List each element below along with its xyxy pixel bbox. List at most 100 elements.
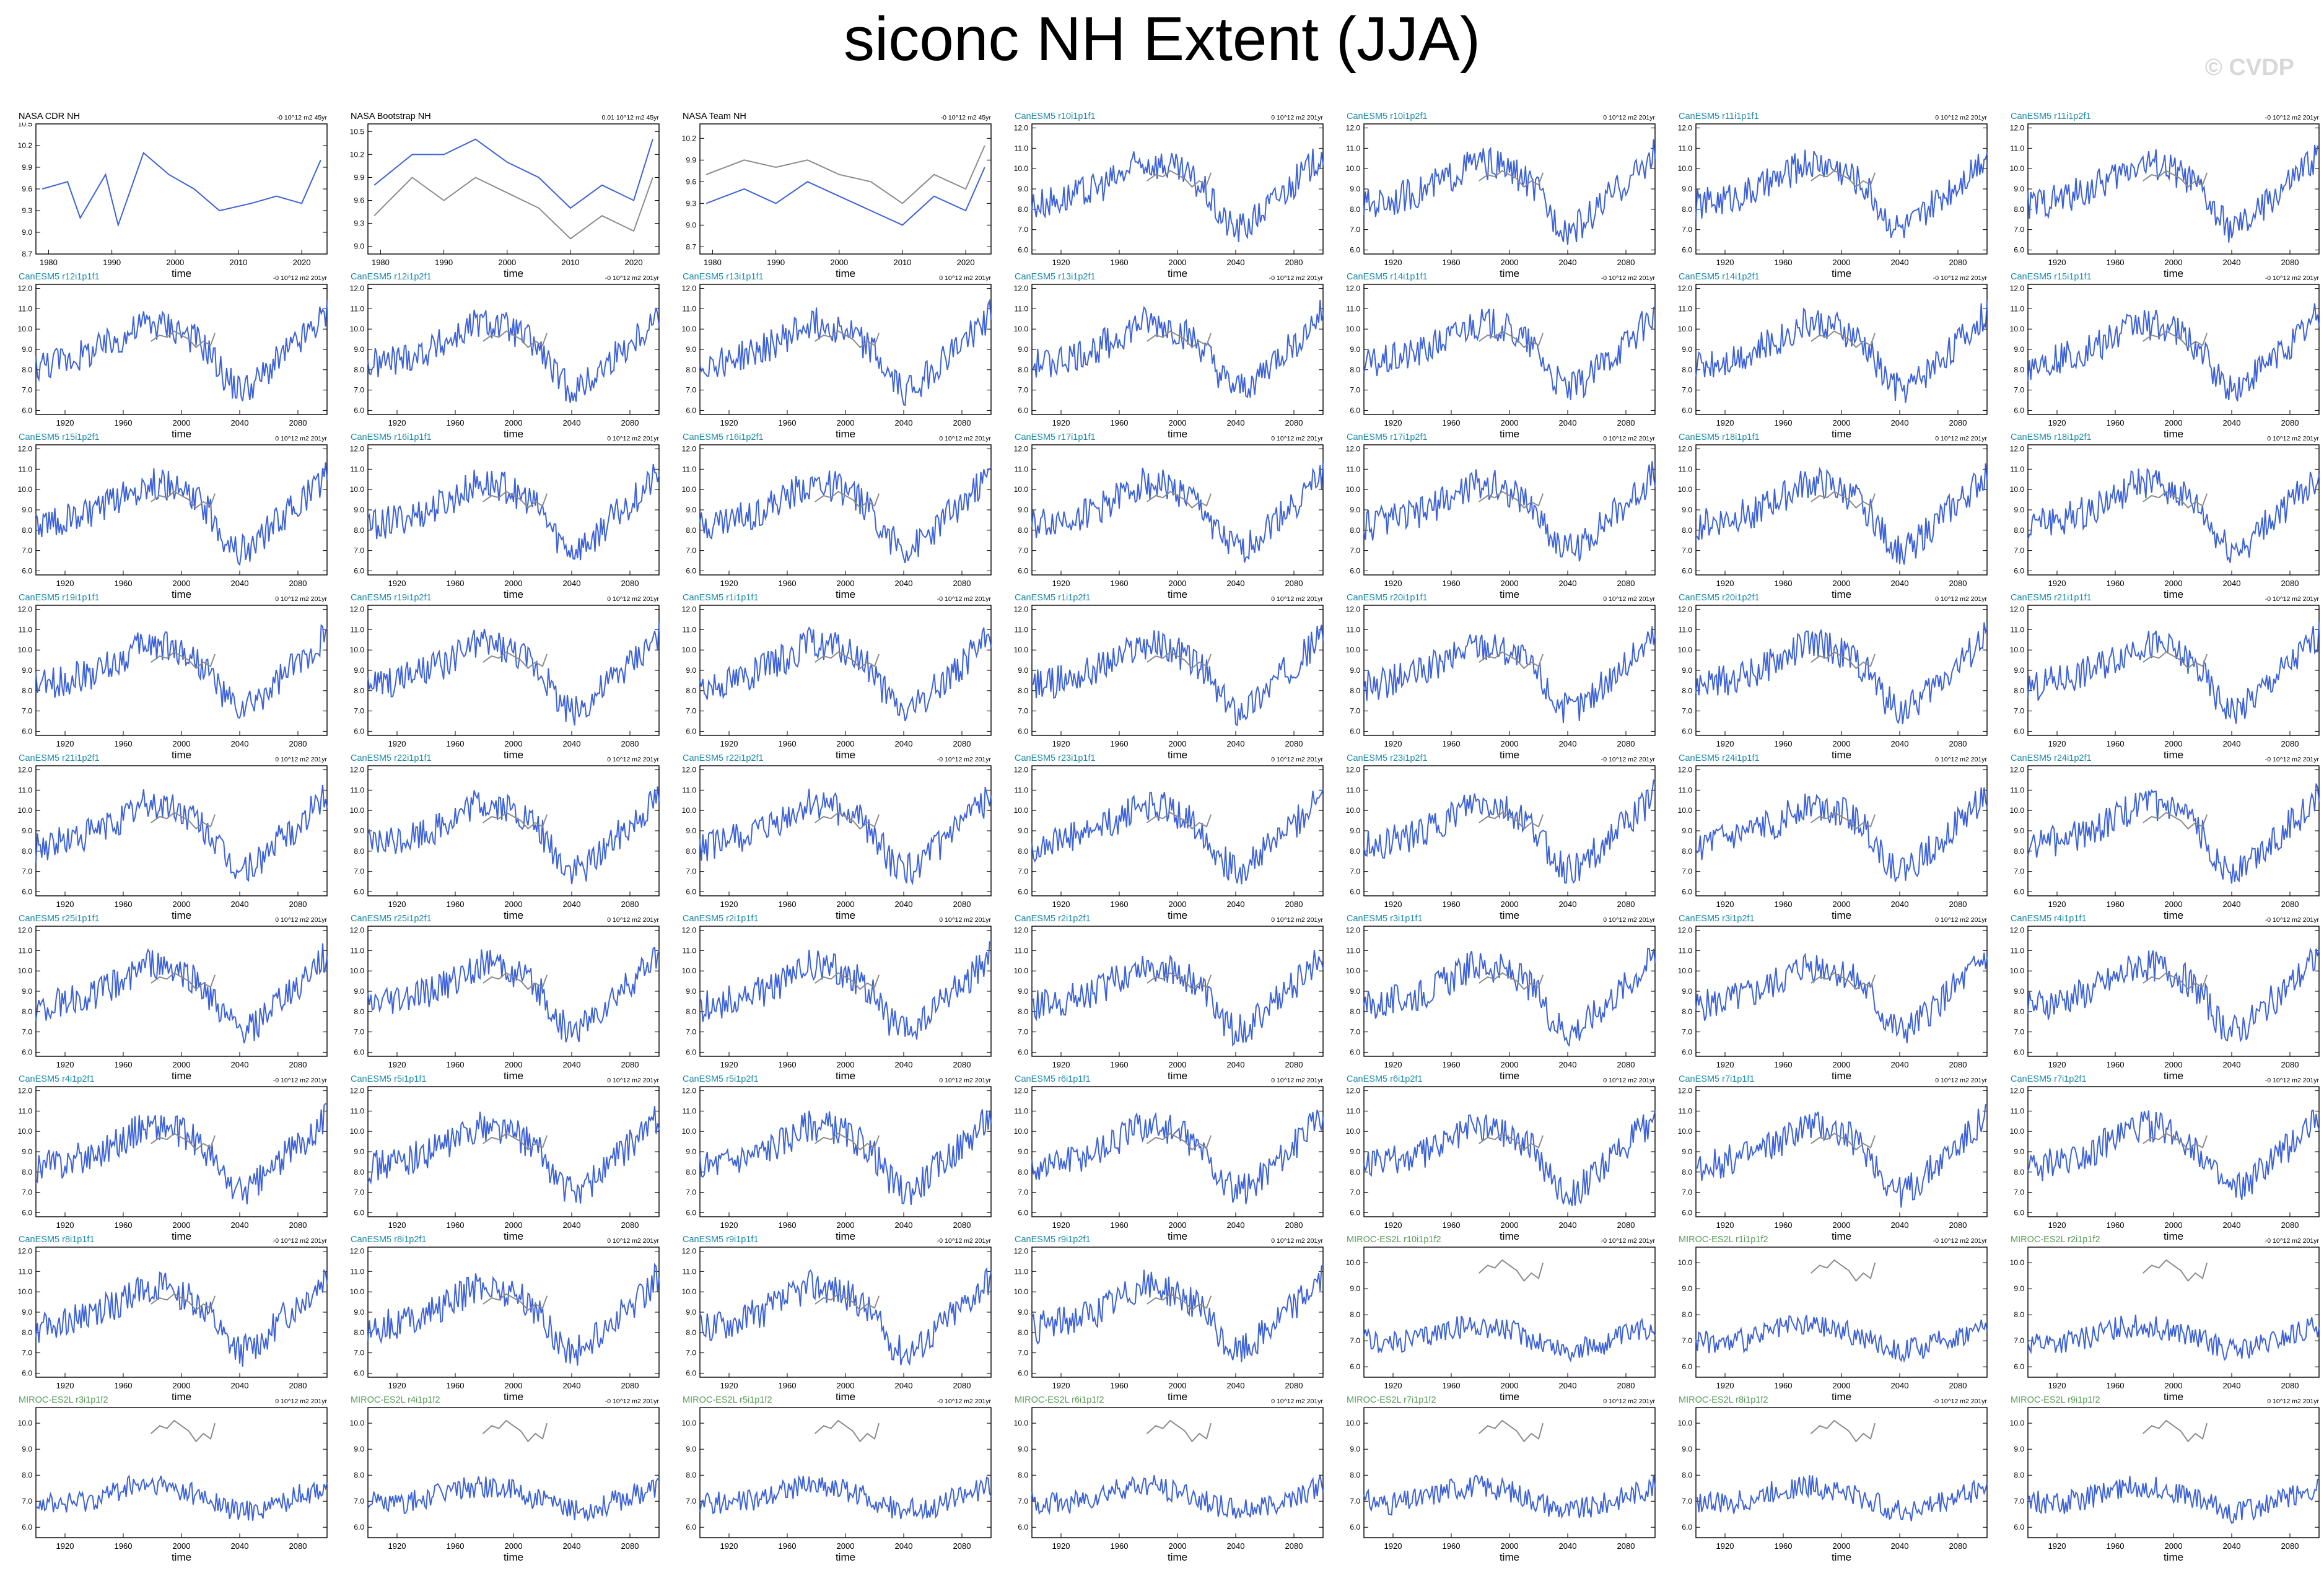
x-tick-label: 2000	[1833, 258, 1851, 267]
panel-plot: 12.0 11.0 10.0 9.0 8.0 7.0 6.0 1920 1960 2000 2040…	[682, 926, 992, 1069]
x-tick-label: 2000	[1169, 1381, 1187, 1390]
chart-panel: CanESM5 r4i1p1f1 -0 10^12 m2 201yr 12.0 11.…	[1992, 914, 2324, 1082]
y-tick-label: 8.0	[22, 1328, 32, 1337]
x-tick-label: 2040	[1227, 739, 1245, 748]
y-tick-label: 11.0	[1347, 465, 1361, 473]
y-tick-label: 11.0	[351, 1106, 365, 1115]
series-line-model	[1695, 149, 1988, 239]
x-tick-label: 2000	[1833, 1541, 1851, 1551]
y-tick-label: 11.0	[19, 786, 33, 794]
x-tick-label: 1960	[2107, 739, 2125, 748]
y-tick-label: 8.0	[354, 526, 364, 535]
panel-title: CanESM5 r22i1p2f1	[683, 753, 764, 763]
y-tick-label: 11.0	[19, 465, 33, 473]
y-tick-label: 11.0	[683, 465, 697, 473]
series-line-model	[699, 940, 992, 1040]
panel-trend: 0 10^12 m2 201yr	[1603, 1398, 1655, 1405]
x-tick-label: 1920	[720, 900, 738, 909]
y-tick-label: 9.0	[1350, 185, 1360, 193]
x-tick-label: 1960	[1111, 1220, 1129, 1230]
x-tick-label: 2040	[231, 418, 249, 427]
panel-plot: 12.0 11.0 10.0 9.0 8.0 7.0 6.0 1920 1960 2000 2040…	[1346, 926, 1656, 1069]
y-tick-label: 7.0	[354, 707, 364, 716]
y-tick-label: 8.0	[1350, 686, 1360, 695]
y-tick-label: 8.0	[686, 1471, 696, 1479]
x-tick-label: 2000	[1501, 579, 1519, 588]
y-tick-label: 11.0	[1679, 465, 1693, 473]
panel-trend: 0 10^12 m2 201yr	[275, 435, 327, 442]
chart-panel: CanESM5 r20i1p2f1 0 10^12 m2 201yr 12.0 11.…	[1660, 593, 1992, 761]
x-tick-label: 2080	[1949, 739, 1967, 748]
plot-frame	[1031, 123, 1324, 255]
x-tick-label: 2080	[2281, 579, 2299, 588]
y-tick-label: 6.0	[1682, 245, 1692, 254]
x-tick-label: 2000	[2165, 739, 2183, 748]
y-tick-label: 10.0	[2010, 164, 2025, 173]
y-tick-label: 6.0	[686, 1523, 696, 1531]
series-line-observed	[815, 330, 880, 349]
panel-plot: 12.0 11.0 10.0 9.0 8.0 7.0 6.0 1920 1960 2000 2040…	[18, 605, 328, 748]
y-tick-label: 9.0	[1682, 345, 1692, 354]
x-tick-label: 1960	[779, 579, 797, 588]
y-tick-label: 9.0	[686, 666, 696, 675]
x-tick-label: 2040	[1559, 900, 1577, 909]
panel-plot: 12.0 11.0 10.0 9.0 8.0 7.0 6.0 1920 1960 2000 2040…	[1346, 765, 1656, 909]
series-line-model	[2027, 1109, 2320, 1200]
y-tick-label: 7.0	[22, 707, 32, 716]
series-line-model	[1031, 950, 1324, 1047]
y-tick-label: 9.0	[2014, 1147, 2024, 1156]
x-axis-label: time	[2163, 589, 2184, 600]
y-tick-label: 6.0	[22, 1208, 32, 1217]
x-axis-label: time	[171, 1391, 192, 1403]
y-tick-label: 7.0	[686, 1188, 696, 1197]
x-tick-label: 2080	[621, 579, 639, 588]
chart-panel: CanESM5 r10i1p1f1 0 10^12 m2 201yr 12.0 11.…	[996, 112, 1328, 279]
x-tick-label: 2080	[2281, 900, 2299, 909]
y-tick-label: 9.9	[22, 163, 32, 172]
y-tick-label: 7.0	[686, 707, 696, 716]
y-tick-label: 12.0	[682, 445, 697, 453]
plot-frame	[2027, 1407, 2320, 1538]
x-tick-label: 1960	[1775, 418, 1793, 427]
y-tick-label: 11.0	[19, 625, 33, 634]
x-tick-label: 2080	[1949, 1220, 1967, 1230]
y-tick-label: 6.0	[2014, 1362, 2024, 1371]
x-axis-label: time	[2163, 268, 2184, 279]
series-line-model	[2027, 783, 2320, 884]
panel-plot: 10.0 9.0 8.0 7.0 6.0 1920 1960 2000 2040 2080	[1346, 1407, 1656, 1551]
x-axis-label: time	[1499, 1070, 1520, 1082]
x-tick-label: 2080	[1617, 579, 1635, 588]
y-tick-label: 12.0	[682, 766, 697, 774]
series-line-observed	[1147, 972, 1212, 991]
y-tick-label: 10.0	[682, 1127, 697, 1136]
y-tick-label: 11.0	[683, 304, 697, 313]
y-tick-label: 6.0	[686, 1208, 696, 1217]
y-tick-label: 7.0	[22, 386, 32, 395]
x-tick-label: 2040	[2223, 1541, 2241, 1551]
x-axis-label: time	[1499, 1391, 1520, 1403]
series-line-model	[2027, 468, 2320, 563]
x-tick-label: 2080	[1949, 1541, 1967, 1551]
y-tick-label: 9.0	[686, 1445, 696, 1453]
series-line-observed	[815, 812, 880, 830]
x-tick-label: 2000	[837, 1541, 855, 1551]
panel-title: CanESM5 r8i1p1f1	[19, 1235, 95, 1245]
x-tick-label: 2040	[1891, 1381, 1909, 1390]
x-axis-label: time	[171, 589, 192, 600]
chart-panel: CanESM5 r6i1p2f1 0 10^12 m2 201yr 12.0 11.0…	[1328, 1074, 1660, 1242]
series-line-model	[367, 1476, 660, 1522]
chart-panel: CanESM5 r15i1p1f1 -0 10^12 m2 201yr 12.0 11…	[1992, 272, 2324, 440]
x-tick-label: 2040	[563, 1220, 581, 1230]
y-tick-label: 11.0	[683, 625, 697, 634]
y-tick-label: 9.3	[354, 219, 364, 228]
x-tick-label: 1960	[447, 418, 465, 427]
y-tick-label: 12.0	[1014, 445, 1029, 453]
plot-frame	[35, 1407, 328, 1538]
y-tick-label: 9.0	[22, 826, 32, 835]
y-tick-label: 12.0	[2010, 766, 2025, 774]
x-tick-label: 2040	[1559, 418, 1577, 427]
x-axis-label: time	[1167, 1070, 1188, 1082]
plot-frame	[367, 1407, 660, 1538]
panel-plot: 12.0 11.0 10.0 9.0 8.0 7.0 6.0 1920 1960 2000 2040…	[2010, 605, 2320, 748]
x-tick-label: 2080	[1617, 1541, 1635, 1551]
